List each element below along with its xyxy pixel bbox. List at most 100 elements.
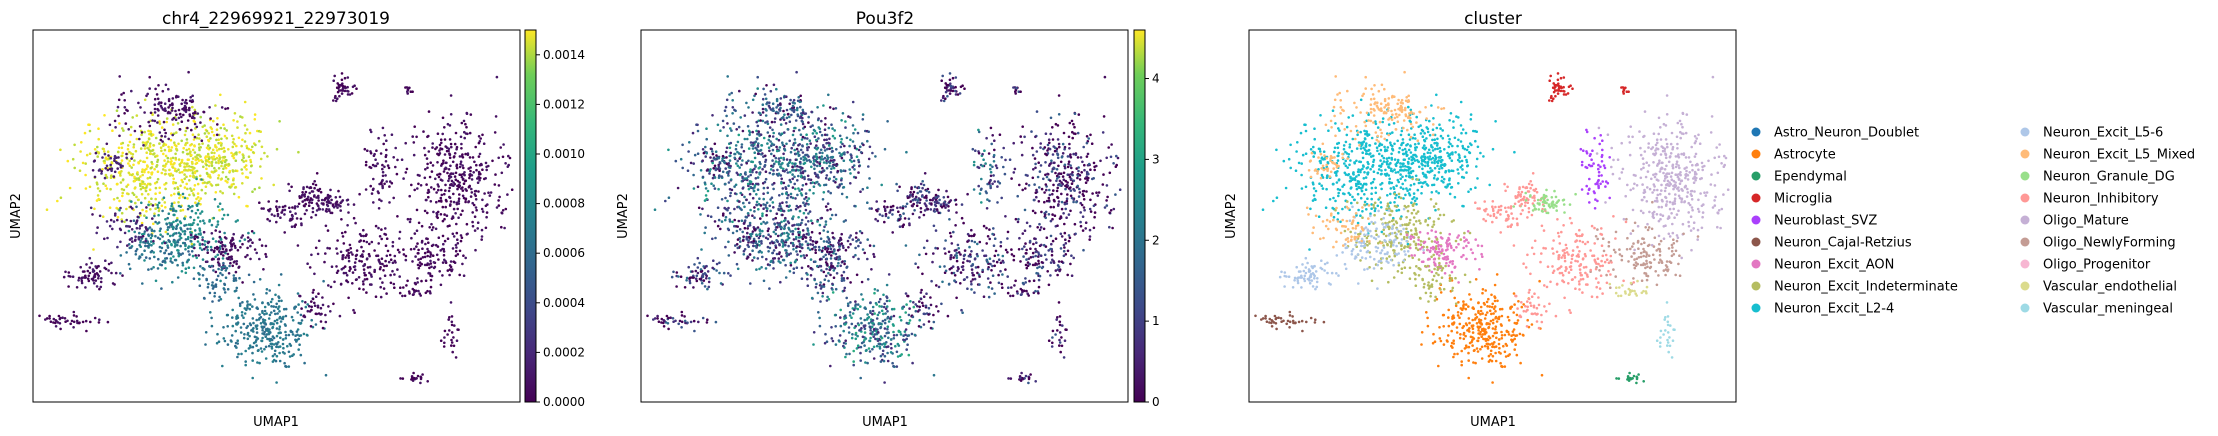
scatter-point <box>776 168 779 172</box>
scatter-point <box>98 270 102 273</box>
scatter-point <box>87 274 91 278</box>
scatter-point <box>436 183 440 186</box>
scatter-point <box>779 261 782 264</box>
scatter-point <box>190 245 194 248</box>
scatter-point <box>783 224 786 228</box>
scatter-point <box>348 266 352 269</box>
scatter-point <box>372 201 375 204</box>
scatter-point <box>859 151 863 154</box>
scatter-point <box>146 244 149 248</box>
scatter-point <box>388 180 392 183</box>
scatter-point <box>477 155 481 158</box>
scatter-point <box>775 106 778 109</box>
scatter-point <box>949 87 953 90</box>
scatter-point <box>1078 178 1082 181</box>
scatter-point <box>494 173 497 176</box>
scatter-point <box>432 243 435 247</box>
scatter-point <box>1059 160 1063 164</box>
scatter-point <box>72 314 76 317</box>
scatter-point <box>479 137 483 140</box>
scatter-point <box>59 316 62 320</box>
scatter-point <box>424 279 428 283</box>
scatter-point <box>768 171 772 175</box>
scatter-point <box>116 150 120 154</box>
scatter-point <box>1112 162 1115 165</box>
scatter-point <box>215 225 218 229</box>
scatter-point <box>772 187 775 191</box>
scatter-point <box>823 138 826 142</box>
scatter-point <box>176 276 180 279</box>
scatter-point <box>183 241 187 245</box>
scatter-point <box>246 236 250 239</box>
scatter-point <box>456 238 459 241</box>
scatter-point <box>325 210 329 213</box>
scatter-point <box>447 189 451 193</box>
scatter-point <box>777 207 780 211</box>
scatter-point <box>425 237 428 240</box>
scatter-point <box>773 117 777 120</box>
scatter-point <box>436 216 440 220</box>
scatter-point <box>176 243 179 247</box>
scatter-point <box>436 161 439 164</box>
scatter-point <box>133 230 136 234</box>
scatter-point <box>233 278 236 282</box>
scatter-point <box>481 198 484 202</box>
scatter-point <box>230 134 234 138</box>
scatter-point <box>1079 156 1083 159</box>
scatter-point <box>1064 184 1067 188</box>
scatter-point <box>1089 210 1093 213</box>
scatter-point <box>835 256 839 259</box>
scatter-point <box>275 334 279 338</box>
scatter-point <box>278 351 281 355</box>
scatter-point <box>116 167 119 170</box>
scatter-point <box>243 140 247 143</box>
scatter-point <box>475 208 478 212</box>
scatter-point <box>303 195 307 198</box>
scatter-point <box>220 177 223 180</box>
scatter-point <box>278 359 282 363</box>
scatter-point <box>472 203 476 207</box>
scatter-point <box>827 93 830 97</box>
scatter-point <box>128 140 132 144</box>
scatter-point <box>129 219 133 223</box>
scatter-point <box>946 94 949 98</box>
scatter-point <box>800 243 804 246</box>
scatter-point <box>768 149 771 153</box>
scatter-point <box>143 98 147 102</box>
scatter-point <box>745 101 748 105</box>
scatter-point <box>728 146 732 150</box>
scatter-point <box>368 242 371 246</box>
scatter-point <box>179 228 183 231</box>
scatter-point <box>129 152 133 155</box>
scatter-point <box>185 141 189 145</box>
scatter-point <box>826 208 829 212</box>
scatter-point <box>689 161 693 165</box>
scatter-point <box>232 182 235 186</box>
scatter-point <box>711 114 714 117</box>
scatter-point <box>125 152 128 156</box>
scatter-point <box>805 202 808 205</box>
scatter-point <box>347 296 350 300</box>
scatter-point <box>164 83 168 87</box>
scatter-point <box>455 163 459 167</box>
scatter-point <box>833 158 836 162</box>
scatter-point <box>218 247 222 251</box>
scatter-point <box>872 252 875 256</box>
scatter-point <box>313 186 316 190</box>
scatter-point <box>172 220 175 224</box>
scatter-point <box>382 287 386 290</box>
scatter-point <box>224 166 228 170</box>
scatter-point <box>1051 126 1054 129</box>
scatter-point <box>217 340 221 344</box>
scatter-point <box>835 162 839 166</box>
scatter-point <box>135 137 139 141</box>
scatter-point <box>738 89 741 93</box>
scatter-point <box>288 342 292 346</box>
scatter-point <box>58 322 62 325</box>
scatter-point <box>242 322 246 326</box>
scatter-point <box>854 176 858 179</box>
scatter-point <box>171 174 175 177</box>
scatter-point <box>809 236 812 239</box>
scatter-point <box>274 293 277 297</box>
scatter-point <box>200 248 204 252</box>
